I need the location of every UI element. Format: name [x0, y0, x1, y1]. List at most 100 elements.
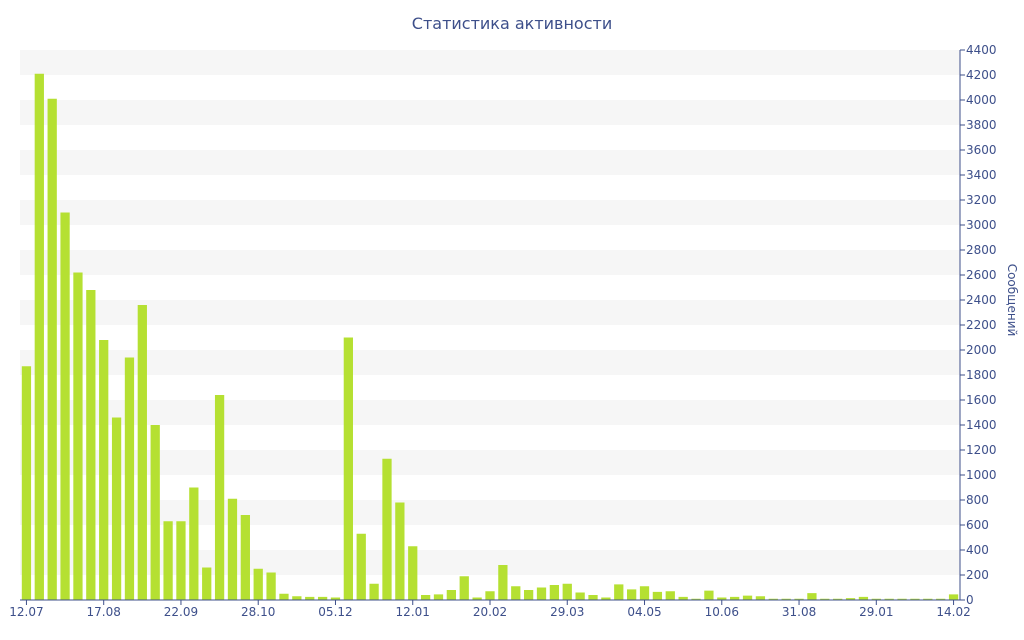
bar[interactable]	[730, 596, 740, 601]
bar[interactable]	[343, 337, 353, 601]
bar[interactable]	[614, 584, 624, 601]
bar[interactable]	[704, 590, 714, 601]
y-tick-label: 3800	[966, 118, 997, 132]
bar[interactable]	[691, 598, 701, 600]
bar[interactable]	[202, 567, 212, 601]
bar[interactable]	[511, 586, 521, 600]
bar[interactable]	[858, 596, 869, 601]
grid-band	[20, 300, 960, 325]
bar[interactable]	[833, 598, 843, 600]
grid-band	[20, 150, 960, 175]
bar[interactable]	[137, 305, 147, 600]
bar[interactable]	[408, 546, 418, 600]
grid-band	[20, 50, 960, 75]
bar[interactable]	[485, 591, 495, 600]
x-tick-label: 28.10	[241, 605, 275, 619]
bar[interactable]	[601, 597, 611, 601]
bar[interactable]	[214, 395, 225, 600]
y-tick-label: 1200	[966, 443, 997, 457]
bar[interactable]	[781, 598, 791, 600]
bar[interactable]	[794, 598, 804, 600]
bar[interactable]	[356, 533, 366, 600]
bar[interactable]	[871, 598, 881, 600]
bar[interactable]	[549, 585, 560, 600]
y-tick-label: 3000	[966, 218, 997, 232]
grid-band	[20, 400, 960, 425]
bar[interactable]	[678, 596, 688, 601]
y-tick-label: 4000	[966, 93, 997, 107]
bar[interactable]	[240, 515, 250, 600]
bar[interactable]	[498, 565, 508, 600]
bar[interactable]	[189, 487, 199, 601]
y-tick-label: 1000	[966, 468, 997, 482]
bar[interactable]	[395, 502, 405, 601]
bar[interactable]	[523, 590, 534, 600]
bar[interactable]	[820, 598, 830, 600]
bar[interactable]	[717, 597, 727, 601]
bar[interactable]	[665, 591, 675, 600]
bar[interactable]	[369, 583, 379, 600]
bar[interactable]	[86, 290, 96, 600]
bar[interactable]	[639, 586, 650, 600]
bar[interactable]	[266, 572, 276, 601]
grid-bands	[20, 50, 960, 575]
bar[interactable]	[910, 598, 920, 600]
bar[interactable]	[472, 597, 482, 601]
bar[interactable]	[73, 272, 83, 601]
bar[interactable]	[845, 598, 856, 601]
bar[interactable]	[163, 521, 173, 600]
bar[interactable]	[227, 498, 238, 600]
bar[interactable]	[627, 589, 637, 601]
bar[interactable]	[936, 598, 946, 600]
bar[interactable]	[420, 595, 431, 600]
bar[interactable]	[176, 521, 186, 600]
x-tick-label: 31.08	[782, 605, 816, 619]
bar[interactable]	[330, 597, 341, 601]
bar[interactable]	[253, 568, 263, 600]
chart-title: Статистика активности	[411, 14, 613, 33]
bar[interactable]	[884, 598, 894, 600]
x-tick-label: 12.07	[9, 605, 43, 619]
bar[interactable]	[755, 596, 766, 600]
bar[interactable]	[317, 596, 328, 601]
bar[interactable]	[60, 212, 70, 601]
bar[interactable]	[562, 583, 572, 600]
x-tick-label: 20.02	[473, 605, 507, 619]
bar[interactable]	[575, 592, 585, 601]
x-tick-label: 29.01	[859, 605, 893, 619]
bar[interactable]	[459, 576, 469, 600]
bar[interactable]	[21, 366, 32, 600]
bar[interactable]	[382, 458, 392, 600]
y-tick-label: 1600	[966, 393, 997, 407]
bar[interactable]	[47, 98, 57, 600]
bar[interactable]	[292, 596, 302, 600]
y-tick-label: 0	[966, 593, 974, 607]
bar[interactable]	[34, 73, 44, 600]
y-tick-label: 4200	[966, 68, 997, 82]
bar[interactable]	[446, 590, 456, 600]
bar[interactable]	[111, 417, 122, 601]
bar[interactable]	[99, 340, 109, 600]
x-tick-label: 10.06	[705, 605, 739, 619]
y-tick-label: 2800	[966, 243, 997, 257]
bar[interactable]	[588, 595, 598, 600]
y-tick-label: 800	[966, 493, 989, 507]
bar[interactable]	[897, 598, 907, 600]
x-tick-label: 05.12	[318, 605, 352, 619]
y-axis: 0 200 400 600 800 1000 1200 1400 1600 1800 2000 220…	[959, 43, 997, 607]
bar[interactable]	[652, 591, 663, 601]
bar[interactable]	[433, 594, 444, 601]
x-axis: 12.07 17.08 22.09 28.10 05.12 12.01 20.02 29.03…	[9, 599, 971, 619]
bar[interactable]	[768, 598, 778, 600]
bar[interactable]	[742, 595, 753, 601]
y-axis-title: Сообщений	[1005, 264, 1019, 337]
bar[interactable]	[948, 594, 959, 601]
bar[interactable]	[150, 425, 160, 600]
bar[interactable]	[305, 596, 315, 601]
bar[interactable]	[807, 593, 817, 601]
bar[interactable]	[923, 598, 933, 600]
bar[interactable]	[124, 357, 135, 601]
bar[interactable]	[279, 593, 289, 600]
bar[interactable]	[536, 587, 547, 601]
